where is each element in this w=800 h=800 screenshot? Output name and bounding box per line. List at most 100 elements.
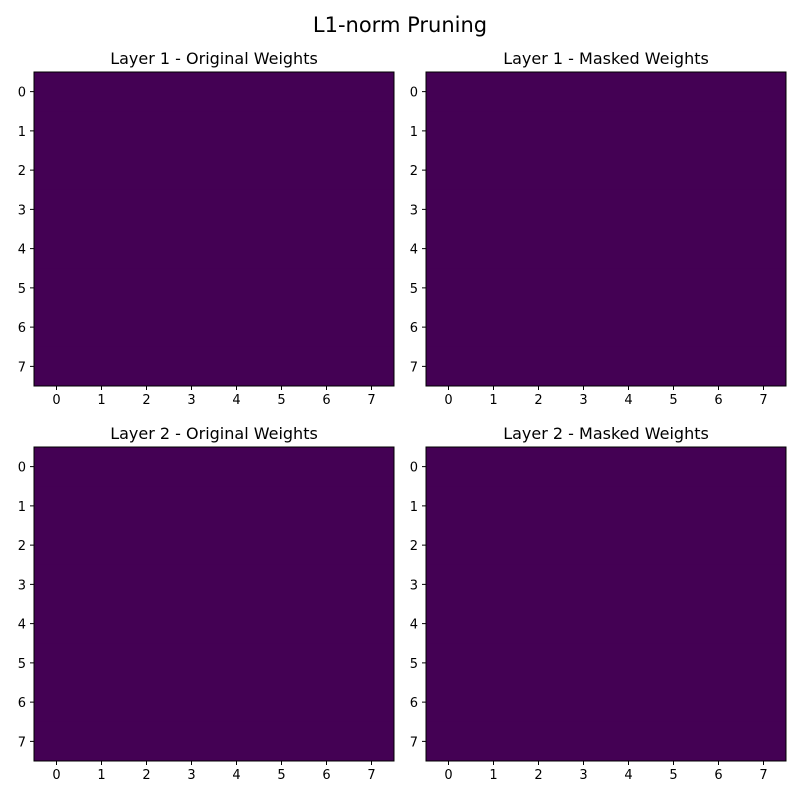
- x-tick-label: 7: [367, 393, 375, 408]
- y-tick-label: 4: [18, 243, 26, 258]
- heatmap-cell: [259, 307, 305, 348]
- heatmap-cell: [304, 111, 350, 151]
- heatmap-cell: [34, 721, 80, 762]
- heatmap-cell: [349, 268, 395, 308]
- heatmap-cell: [741, 268, 787, 308]
- x-tick-label: 5: [669, 768, 677, 783]
- heatmap-cell: [34, 447, 80, 487]
- y-tick-label: 3: [18, 578, 26, 593]
- heatmap-cell: [741, 643, 787, 683]
- heatmap-cell: [304, 721, 350, 762]
- heatmap-cell: [561, 564, 607, 605]
- heatmap-cell: [516, 525, 562, 566]
- heatmap-cell: [124, 189, 170, 230]
- heatmap-cell: [426, 525, 472, 566]
- figure-suptitle: L1-norm Pruning: [313, 13, 487, 37]
- heatmap-cell: [304, 564, 350, 605]
- heatmap-cell: [516, 447, 562, 487]
- heatmap-cell: [34, 72, 80, 112]
- x-tick-label: 6: [714, 393, 722, 408]
- heatmap-cell: [561, 150, 607, 191]
- heatmap-cell: [169, 721, 215, 762]
- heatmap-cell: [516, 564, 562, 605]
- heatmap-cell: [124, 643, 170, 683]
- heatmap-cell: [516, 682, 562, 723]
- heatmap-cell: [304, 643, 350, 683]
- heatmap-cell: [561, 486, 607, 526]
- heatmap-cell: [471, 150, 517, 191]
- heatmap-cell: [259, 150, 305, 191]
- heatmap-cell: [426, 150, 472, 191]
- heatmap-cell: [259, 564, 305, 605]
- y-tick-label: 3: [410, 203, 418, 218]
- heatmap-cell: [214, 643, 260, 683]
- heatmap-cell: [34, 111, 80, 151]
- heatmap-cell: [79, 268, 125, 308]
- heatmap-cell: [561, 111, 607, 151]
- heatmap-cell: [124, 682, 170, 723]
- heatmap-cell: [34, 189, 80, 230]
- heatmap-cell: [79, 525, 125, 566]
- heatmap-cell: [169, 307, 215, 348]
- heatmap-cell: [561, 721, 607, 762]
- x-tick-label: 0: [444, 393, 452, 408]
- heatmap-cell: [471, 564, 517, 605]
- heatmap-cell: [214, 72, 260, 112]
- y-tick-label: 4: [410, 243, 418, 258]
- heatmap-cell: [651, 72, 697, 112]
- x-tick-label: 5: [277, 393, 285, 408]
- heatmap-cell: [696, 447, 742, 487]
- x-tick-label: 3: [187, 768, 195, 783]
- heatmap-cell: [516, 643, 562, 683]
- heatmap-cell: [561, 229, 607, 269]
- heatmap-cell: [561, 682, 607, 723]
- x-tick-label: 6: [322, 393, 330, 408]
- heatmap-cell: [606, 150, 652, 191]
- heatmap-cell: [696, 307, 742, 348]
- heatmap-cell: [34, 643, 80, 683]
- y-tick-label: 3: [410, 578, 418, 593]
- heatmap-cell: [651, 307, 697, 348]
- heatmap-cell: [516, 72, 562, 112]
- heatmap-cell: [349, 307, 395, 348]
- heatmap-cell: [169, 72, 215, 112]
- y-tick-label: 6: [410, 321, 418, 336]
- heatmap-cell: [259, 72, 305, 112]
- heatmap-cell: [259, 229, 305, 269]
- y-tick-label: 0: [18, 461, 26, 476]
- heatmap-cell: [651, 229, 697, 269]
- y-tick-label: 1: [18, 500, 26, 515]
- heatmap-cell: [606, 268, 652, 308]
- y-tick-label: 0: [18, 86, 26, 101]
- heatmap-cell: [426, 604, 472, 644]
- heatmap-cell: [606, 189, 652, 230]
- heatmap-cell: [606, 447, 652, 487]
- y-tick-label: 7: [410, 735, 418, 750]
- heatmap-cell: [304, 604, 350, 644]
- y-tick-label: 7: [18, 360, 26, 375]
- heatmap-cell: [741, 721, 787, 762]
- heatmap-cell: [79, 682, 125, 723]
- heatmap-cell: [34, 564, 80, 605]
- heatmap-cell: [79, 189, 125, 230]
- heatmap-cell: [561, 346, 607, 387]
- heatmap-cell: [169, 564, 215, 605]
- x-tick-label: 1: [489, 768, 497, 783]
- heatmap-cell: [606, 604, 652, 644]
- heatmap-cell: [696, 111, 742, 151]
- x-tick-label: 0: [52, 393, 60, 408]
- heatmap-cell: [516, 268, 562, 308]
- heatmap-panel-4: Layer 2 - Masked Weights 0 1 2 3 4 5 6 7 0 1 2 3 4 5 6 7: [410, 424, 787, 783]
- heatmap-cell: [34, 268, 80, 308]
- heatmap-cell: [426, 72, 472, 112]
- heatmap-cell: [741, 229, 787, 269]
- heatmap-cell: [471, 268, 517, 308]
- heatmap-cell: [696, 189, 742, 230]
- heatmap-cell: [214, 486, 260, 526]
- heatmap-cell: [516, 189, 562, 230]
- heatmap-cell: [651, 604, 697, 644]
- y-tick-label: 2: [18, 539, 26, 554]
- heatmap-cell: [34, 307, 80, 348]
- y-tick-label: 6: [410, 696, 418, 711]
